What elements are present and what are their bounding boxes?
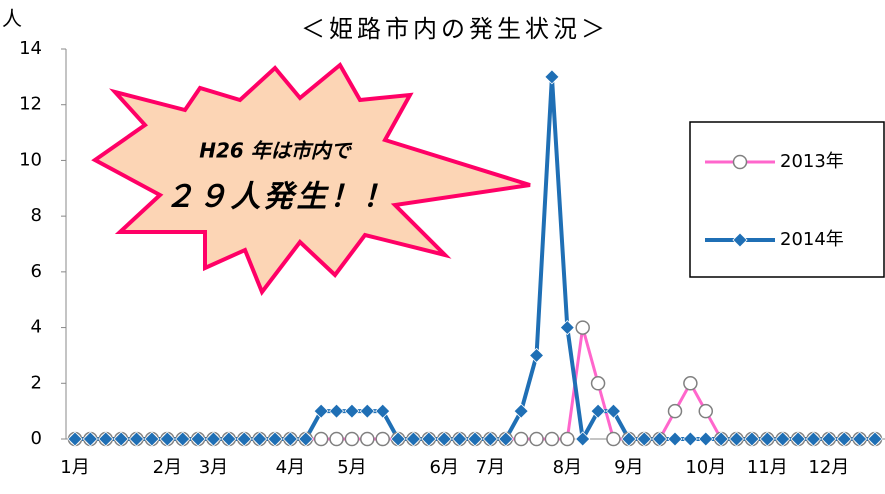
point bbox=[607, 433, 620, 446]
y-tick-label: 4 bbox=[31, 317, 42, 338]
point bbox=[560, 321, 574, 335]
point bbox=[315, 433, 328, 446]
point bbox=[330, 433, 343, 446]
series-line bbox=[75, 328, 875, 439]
annotation: H26 年は市内で bbox=[199, 139, 353, 163]
point bbox=[361, 433, 374, 446]
point bbox=[530, 348, 544, 362]
point bbox=[669, 405, 682, 418]
x-tick-label: 10月 bbox=[685, 457, 726, 478]
y-tick-label: 6 bbox=[31, 261, 42, 282]
point bbox=[561, 433, 574, 446]
page: {"chart_data": {"type": "line", "title":… bbox=[0, 0, 885, 494]
legend-box bbox=[690, 122, 884, 277]
point bbox=[515, 433, 528, 446]
point bbox=[330, 404, 344, 418]
point bbox=[345, 433, 358, 446]
chart-title: ＜姫路市内の発生状況＞ bbox=[301, 15, 609, 43]
legend-label: 2013年 bbox=[780, 151, 844, 172]
annotation: ２９人発生！！ bbox=[165, 180, 396, 215]
point bbox=[360, 404, 374, 418]
chart: ＜姫路市内の発生状況＞ 人 H26 年は市内で ２９人発生！！ 0 2 4 6 8 10 1… bbox=[0, 0, 885, 490]
point bbox=[683, 432, 697, 446]
point bbox=[545, 433, 558, 446]
point bbox=[545, 70, 559, 84]
x-tick-label: 3月 bbox=[199, 457, 228, 478]
x-tick-label: 7月 bbox=[476, 457, 505, 478]
legend-label: 2014年 bbox=[780, 229, 844, 250]
x-tick-label: 1月 bbox=[60, 457, 89, 478]
y-tick-label: 8 bbox=[31, 205, 42, 226]
point bbox=[699, 432, 713, 446]
point bbox=[668, 432, 682, 446]
point bbox=[345, 404, 359, 418]
y-tick-label: 12 bbox=[19, 94, 42, 115]
x-tick-label: 11月 bbox=[747, 457, 788, 478]
point bbox=[530, 433, 543, 446]
point bbox=[699, 405, 712, 418]
y-tick-label: 0 bbox=[31, 428, 42, 449]
point bbox=[684, 377, 697, 390]
point bbox=[734, 156, 747, 169]
x-tick-label: 8月 bbox=[553, 457, 582, 478]
x-tick-label: 4月 bbox=[276, 457, 305, 478]
x-tick-label: 2月 bbox=[153, 457, 182, 478]
point bbox=[376, 433, 389, 446]
x-tick-label: 5月 bbox=[337, 457, 366, 478]
point bbox=[592, 377, 605, 390]
point bbox=[576, 321, 589, 334]
y-tick-label: 10 bbox=[19, 149, 42, 170]
y-tick-label: 2 bbox=[31, 372, 42, 393]
starburst bbox=[95, 65, 530, 292]
x-tick-label: 9月 bbox=[614, 457, 643, 478]
y-tick-label: 14 bbox=[19, 38, 42, 59]
x-tick-label: 12月 bbox=[808, 457, 849, 478]
y-axis-label: 人 bbox=[2, 7, 22, 31]
x-tick-label: 6月 bbox=[430, 457, 459, 478]
